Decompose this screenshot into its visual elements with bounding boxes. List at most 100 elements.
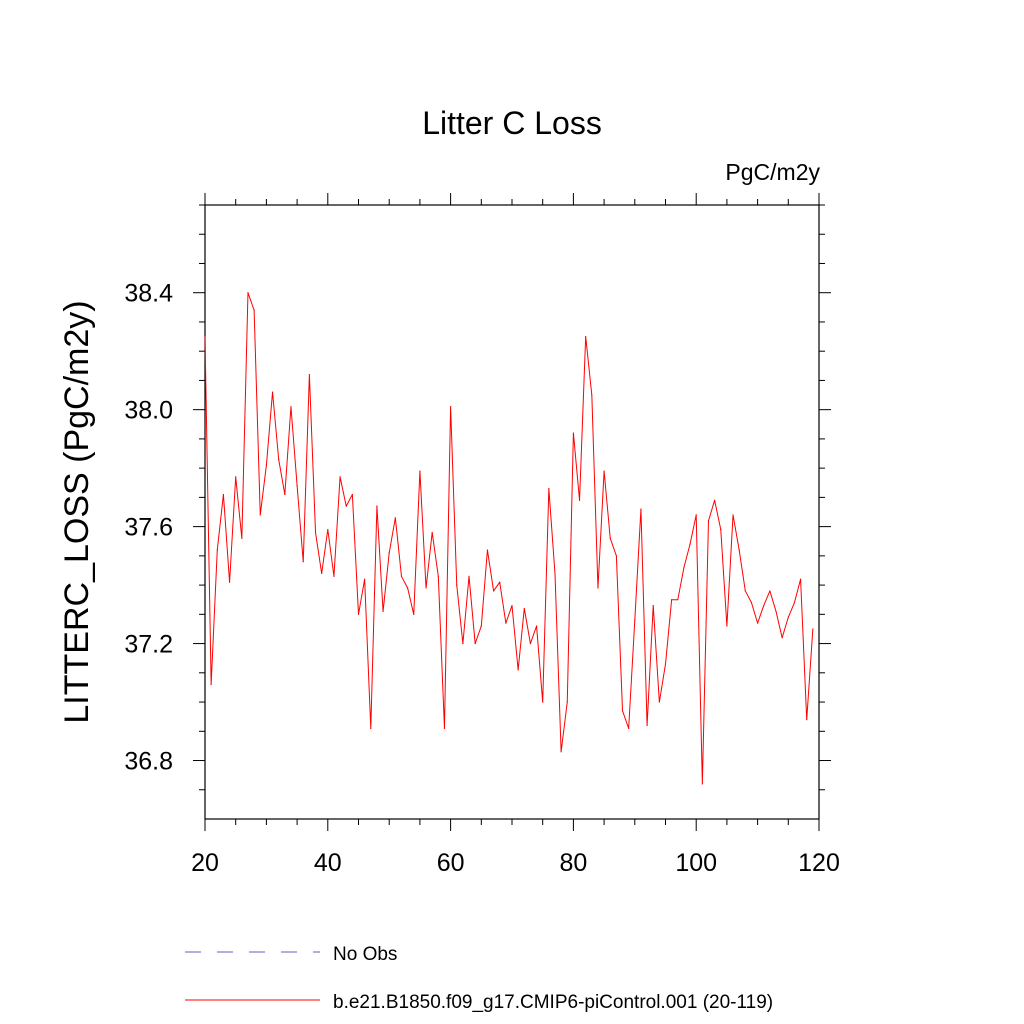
data-point: [726, 625, 728, 627]
data-point: [806, 718, 808, 721]
data-point: [431, 531, 433, 534]
data-point: [357, 613, 360, 615]
axis-ticks: [193, 193, 831, 831]
data-point: [308, 373, 310, 376]
data-point: [750, 602, 753, 604]
data-point: [425, 587, 427, 589]
data-point: [757, 622, 759, 624]
data-point: [548, 488, 550, 490]
data-point: [247, 292, 249, 294]
x-tick-label: 100: [675, 849, 717, 877]
data-point: [456, 584, 458, 586]
x-tick-label: 20: [191, 849, 219, 877]
data-point: [677, 599, 679, 601]
legend-label-no-obs: No Obs: [333, 944, 397, 965]
data-point: [505, 622, 507, 624]
y-tick-label: 38.0: [124, 397, 173, 425]
data-point: [437, 575, 439, 577]
data-point: [787, 616, 789, 618]
data-point: [204, 335, 206, 338]
data-point: [775, 610, 777, 613]
data-point: [646, 724, 648, 727]
x-tick-label: 120: [798, 849, 840, 877]
data-point: [554, 572, 556, 575]
data-point: [443, 727, 446, 729]
data-point: [450, 406, 452, 408]
series-line: [204, 292, 814, 785]
data-point: [812, 628, 814, 630]
data-point: [388, 552, 390, 554]
data-point: [382, 610, 384, 613]
data-point: [738, 549, 740, 551]
data-point: [327, 528, 329, 531]
y-axis-label: LITTERC_LOSS (PgC/m2y): [58, 300, 96, 723]
data-point: [683, 566, 685, 569]
y-tick-label: 37.6: [124, 514, 173, 542]
data-point: [591, 394, 593, 396]
y-tick-label: 36.8: [124, 748, 173, 776]
data-point: [284, 493, 286, 496]
legend: No Obs b.e21.B1850.f09_g17.CMIP6-piContr…: [185, 944, 773, 1013]
data-point: [535, 625, 538, 627]
data-point: [517, 669, 519, 671]
data-point: [259, 514, 261, 516]
data-point: [321, 572, 323, 575]
data-point: [634, 619, 636, 621]
series-group: [204, 292, 814, 785]
data-point: [781, 637, 783, 639]
data-point: [462, 642, 464, 645]
data-point: [419, 470, 421, 472]
data-point: [345, 505, 347, 507]
data-point: [621, 710, 624, 712]
data-point: [474, 642, 476, 645]
data-point: [615, 555, 617, 557]
axis-tick-labels: 20 40 60 80 100 120 36.8 37.2 37.6 38.0 38.4: [124, 280, 840, 877]
data-point: [572, 432, 575, 434]
data-point: [542, 701, 544, 703]
data-point: [376, 505, 378, 507]
data-point: [658, 701, 660, 703]
data-point: [265, 464, 267, 466]
data-point: [228, 581, 231, 583]
y-tick-label: 38.4: [124, 280, 173, 308]
data-point: [732, 514, 734, 516]
data-point: [333, 575, 335, 577]
data-point: [597, 587, 599, 589]
x-tick-label: 80: [559, 849, 587, 877]
data-point: [652, 604, 654, 607]
data-point: [578, 499, 581, 501]
data-point: [664, 663, 667, 665]
data-point: [763, 604, 765, 607]
data-point: [695, 514, 697, 516]
data-point: [314, 531, 317, 534]
data-point: [241, 537, 243, 539]
data-point: [278, 458, 280, 460]
units-label: PgC/m2y: [725, 159, 820, 185]
data-point: [302, 561, 304, 563]
data-point: [707, 520, 710, 522]
data-point: [253, 309, 255, 311]
data-point: [210, 683, 212, 686]
data-point: [511, 604, 513, 607]
data-point: [351, 493, 353, 496]
data-point: [480, 625, 482, 627]
data-point: [216, 549, 218, 551]
data-point: [799, 578, 802, 580]
data-point: [407, 587, 409, 589]
data-point: [271, 391, 274, 393]
data-point: [793, 602, 796, 604]
data-point: [585, 335, 587, 338]
x-tick-label: 60: [437, 849, 465, 877]
data-point: [523, 607, 525, 610]
data-point: [640, 508, 642, 510]
legend-label-model: b.e21.B1850.f09_g17.CMIP6-piControl.001 …: [333, 992, 773, 1013]
data-point: [628, 727, 630, 729]
data-point: [560, 751, 562, 753]
data-point: [413, 613, 415, 615]
data-point: [486, 549, 489, 551]
data-point: [296, 485, 298, 487]
data-point: [400, 575, 403, 577]
data-point: [720, 528, 722, 531]
data-point: [339, 476, 341, 478]
